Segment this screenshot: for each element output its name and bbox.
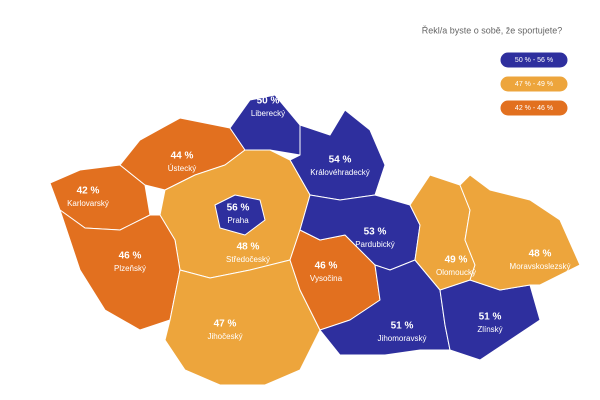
region-name: Moravskoslezský — [510, 262, 571, 271]
region-value: 53 % — [364, 227, 387, 238]
region-value: 48 % — [237, 242, 260, 253]
region-name: Karlovarský — [67, 199, 109, 208]
region-name: Praha — [227, 216, 249, 225]
regions — [49, 94, 581, 386]
region-value: 42 % — [77, 186, 100, 197]
region-name: Olomoucký — [436, 268, 476, 277]
legend-label: 50 % - 56 % — [515, 57, 553, 64]
region-name: Středočeský — [226, 255, 270, 264]
region-name: Zlínský — [477, 325, 502, 334]
region-value: 44 % — [171, 151, 194, 162]
region-name: Jihomoravský — [378, 334, 427, 343]
region — [214, 194, 266, 236]
region-value: 50 % — [257, 96, 280, 107]
region-name: Vysočina — [310, 274, 343, 283]
region-value: 56 % — [227, 203, 250, 214]
region-name: Jihočeský — [207, 332, 242, 341]
legend-swatch — [499, 51, 569, 69]
legend-swatch — [499, 99, 569, 117]
region-value: 51 % — [391, 321, 414, 332]
region-value: 46 % — [315, 261, 338, 272]
region-value: 54 % — [329, 155, 352, 166]
region-value: 46 % — [119, 251, 142, 262]
region-value: 47 % — [214, 319, 237, 330]
legend-swatch — [499, 75, 569, 93]
region-name: Liberecký — [251, 109, 285, 118]
region-value: 51 % — [479, 312, 502, 323]
legend-label: 47 % - 49 % — [515, 81, 553, 88]
region — [459, 174, 581, 291]
region-value: 48 % — [529, 249, 552, 260]
map-title: Řekl/a byste o sobě, že sportujete? — [422, 25, 563, 35]
region-name: Plzeňský — [114, 264, 146, 273]
region — [164, 259, 321, 386]
region-name: Královéhradecký — [310, 168, 370, 177]
region-value: 49 % — [445, 255, 468, 266]
region-name: Pardubický — [355, 240, 395, 249]
legend-label: 42 % - 46 % — [515, 105, 553, 112]
region-name: Ústecký — [168, 164, 196, 173]
